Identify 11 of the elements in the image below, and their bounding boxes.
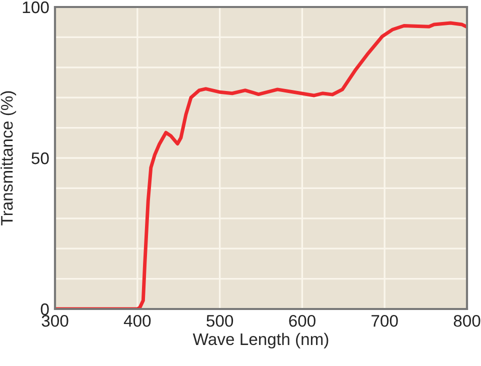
x-tick-label: 800 bbox=[454, 314, 480, 327]
x-tick-label: 400 bbox=[124, 314, 151, 327]
x-tick-label: 600 bbox=[289, 314, 316, 327]
x-axis-title: Wave Length (nm) bbox=[192, 332, 328, 348]
y-axis-title: Transmittance (%) bbox=[0, 91, 16, 226]
x-tick-label: 500 bbox=[206, 314, 234, 327]
y-tick-label: 100 bbox=[22, 1, 49, 14]
y-tick-label: 0 bbox=[40, 303, 49, 316]
x-tick-label: 300 bbox=[42, 314, 68, 327]
x-tick-label: 700 bbox=[372, 314, 398, 327]
y-tick-label: 50 bbox=[32, 152, 49, 164]
